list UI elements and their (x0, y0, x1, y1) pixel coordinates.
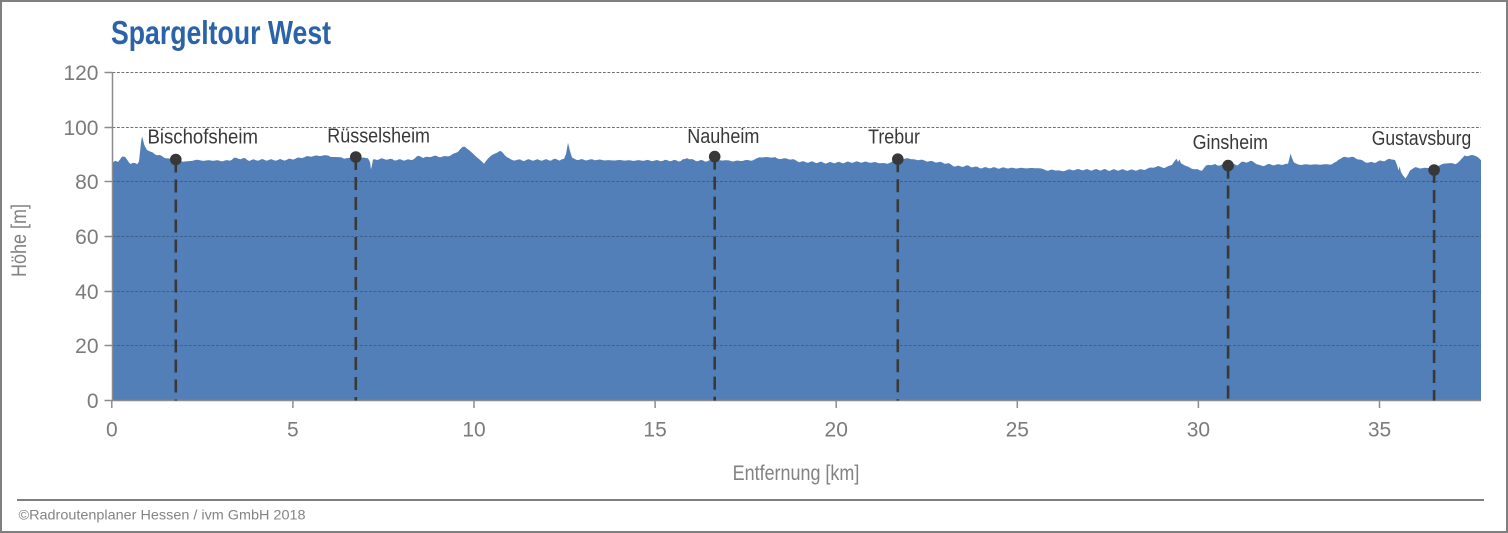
svg-text:60: 60 (75, 226, 98, 249)
svg-text:25: 25 (1006, 419, 1029, 442)
svg-text:80: 80 (75, 171, 98, 194)
svg-text:Trebur: Trebur (868, 127, 920, 149)
svg-text:5: 5 (287, 419, 299, 442)
svg-text:20: 20 (75, 335, 98, 358)
svg-text:Rüsselsheim: Rüsselsheim (327, 126, 430, 148)
svg-text:Ginsheim: Ginsheim (1193, 132, 1268, 154)
svg-text:120: 120 (63, 62, 98, 85)
svg-text:©Radroutenplaner Hessen / ivm: ©Radroutenplaner Hessen / ivm GmbH 2018 (19, 507, 306, 523)
svg-text:40: 40 (75, 281, 98, 304)
svg-text:Bischofsheim: Bischofsheim (148, 126, 259, 148)
svg-text:Spargeltour West: Spargeltour West (111, 14, 331, 51)
svg-text:30: 30 (1187, 419, 1210, 442)
svg-text:Entfernung [km]: Entfernung [km] (733, 462, 860, 485)
svg-text:35: 35 (1368, 419, 1391, 442)
svg-text:15: 15 (643, 419, 666, 442)
svg-text:10: 10 (462, 419, 485, 442)
svg-text:0: 0 (87, 390, 99, 413)
svg-text:100: 100 (63, 117, 98, 140)
svg-text:Gustavsburg: Gustavsburg (1372, 128, 1471, 150)
svg-text:0: 0 (106, 419, 118, 442)
svg-text:20: 20 (825, 419, 848, 442)
svg-text:Nauheim: Nauheim (687, 126, 759, 148)
svg-text:Höhe [m]: Höhe [m] (8, 204, 31, 277)
